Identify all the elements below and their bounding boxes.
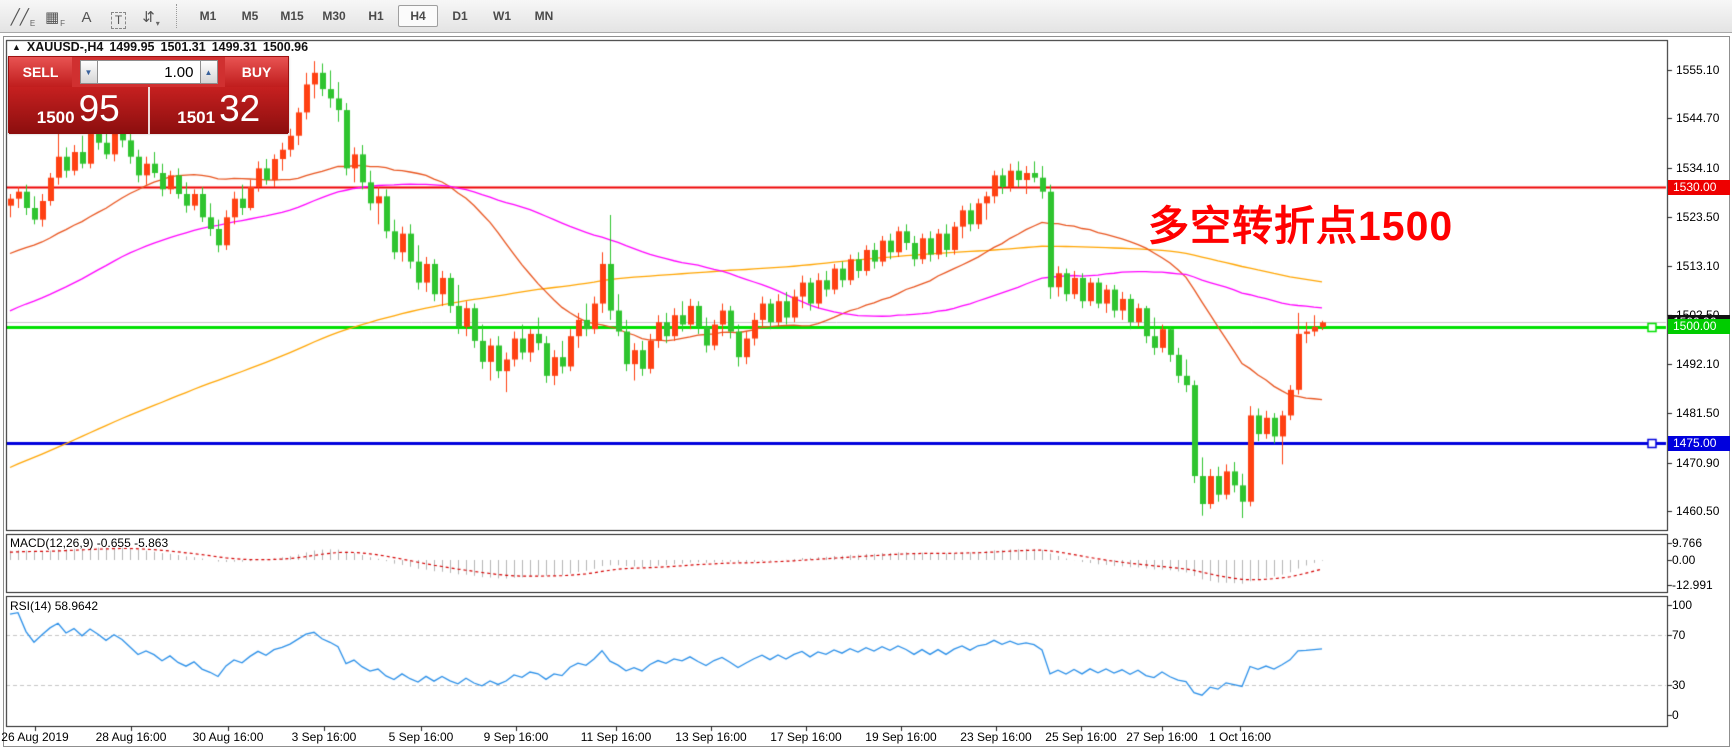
one-click-trade-panel: SELL ▼ ▲ BUY 1500 95 1501 32 xyxy=(8,56,289,134)
date-axis-label: 17 Sep 16:00 xyxy=(770,730,842,744)
macd-value: -0.655 xyxy=(96,536,131,550)
date-axis-label: 11 Sep 16:00 xyxy=(580,730,652,744)
price-axis-tick: 1460.50 xyxy=(1676,504,1720,519)
drawing-tools-group: ╱╱ E ▦ F A T ⇵ ▾ xyxy=(8,3,168,29)
timeframe-button-M5[interactable]: M5 xyxy=(241,9,259,23)
date-axis-label: 27 Sep 16:00 xyxy=(1126,730,1198,744)
date-axis-label: 30 Aug 16:00 xyxy=(192,730,264,744)
timeframe-button-M1[interactable]: M1 xyxy=(199,9,217,23)
price-line-badge: 1475.00 xyxy=(1668,435,1730,451)
date-axis-label: 5 Sep 16:00 xyxy=(388,730,454,744)
ohlc-low: 1499.31 xyxy=(211,40,257,54)
price-axis-tick: 1534.10 xyxy=(1676,160,1720,175)
fibonacci-grid-tool-icon[interactable]: ▦ F xyxy=(44,9,66,28)
price-line-badge: 1500.00 xyxy=(1668,319,1730,335)
equidistant-channel-tool-icon[interactable]: ╱╱ E xyxy=(10,9,36,28)
timeframe-button-MN[interactable]: MN xyxy=(534,9,554,23)
timeframe-button-M30[interactable]: M30 xyxy=(322,9,346,23)
date-axis-label: 25 Sep 16:00 xyxy=(1045,730,1117,744)
buy-button[interactable]: BUY xyxy=(225,57,288,87)
date-axis-label: 1 Oct 16:00 xyxy=(1208,730,1272,744)
arrows-tool-icon[interactable]: ⇵ ▾ xyxy=(142,9,160,28)
price-line-badge: 1530.00 xyxy=(1668,179,1730,195)
timeframe-buttons-group: M1 M5 M15 M30 H1 H4 D1 W1 MN xyxy=(188,5,566,27)
sell-price-cell[interactable]: 1500 95 xyxy=(9,87,148,134)
date-axis-label: 3 Sep 16:00 xyxy=(291,730,357,744)
sell-price-pips: 95 xyxy=(78,88,120,129)
timeframe-button-M15[interactable]: M15 xyxy=(280,9,304,23)
buy-price-pips: 32 xyxy=(219,88,261,129)
macd-axis-tick: 9.766 xyxy=(1672,536,1703,550)
macd-signal-value: -5.863 xyxy=(134,536,169,550)
price-axis-tick: 1470.90 xyxy=(1676,455,1720,470)
volume-decrease-button[interactable]: ▼ xyxy=(79,60,98,84)
timeframe-button-H1[interactable]: H1 xyxy=(368,9,384,23)
macd-indicator-label: MACD(12,26,9) -0.655 -5.863 xyxy=(10,536,169,550)
rsi-value: 58.9642 xyxy=(54,599,99,613)
macd-axis-tick: 0.00 xyxy=(1672,553,1696,567)
price-axis-tick: 1513.10 xyxy=(1676,258,1720,273)
timeframe-button-H4[interactable]: H4 xyxy=(398,5,438,27)
buy-price-cell[interactable]: 1501 32 xyxy=(149,87,288,134)
date-axis-label: 23 Sep 16:00 xyxy=(960,730,1032,744)
top-toolbar: ╱╱ E ▦ F A T ⇵ ▾ M1 M5 M15 M30 H1 H4 D1 W1 MN xyxy=(0,0,1732,33)
rsi-axis-tick: 70 xyxy=(1672,628,1686,642)
macd-axis-tick: -12.991 xyxy=(1672,578,1713,592)
collapse-triangle-icon[interactable]: ▲ xyxy=(12,42,21,52)
date-axis-label: 26 Aug 2019 xyxy=(1,730,69,744)
price-axis-tick: 1523.50 xyxy=(1676,210,1720,225)
rsi-axis-tick: 30 xyxy=(1672,678,1686,692)
price-axis-tick: 1481.50 xyxy=(1676,406,1720,421)
toolbar-separator xyxy=(176,4,178,28)
date-axis-label: 19 Sep 16:00 xyxy=(865,730,937,744)
date-axis-label: 9 Sep 16:00 xyxy=(483,730,549,744)
rsi-indicator-label: RSI(14) 58.9642 xyxy=(10,599,99,613)
price-axis-tick: 1555.10 xyxy=(1676,63,1720,77)
buy-price-base: 1501 xyxy=(177,108,216,127)
price-axis-tick: 1492.10 xyxy=(1676,356,1720,371)
price-axis-tick: 1544.70 xyxy=(1676,111,1720,126)
volume-input[interactable] xyxy=(97,60,200,84)
ohlc-high: 1501.31 xyxy=(160,40,206,54)
volume-increase-button[interactable]: ▲ xyxy=(199,60,218,84)
chart-title: ▲ XAUUSD-,H4 1499.95 1501.31 1499.31 150… xyxy=(12,40,308,54)
timeframe-button-D1[interactable]: D1 xyxy=(452,9,468,23)
ohlc-open: 1499.95 xyxy=(109,40,155,54)
text-box-tool-icon[interactable]: T xyxy=(104,3,134,29)
rsi-axis-tick: 0 xyxy=(1672,708,1679,722)
symbol-label: XAUUSD-,H4 xyxy=(26,40,104,54)
sell-price-base: 1500 xyxy=(36,108,75,127)
date-axis-label: 13 Sep 16:00 xyxy=(675,730,747,744)
date-axis-label: 28 Aug 16:00 xyxy=(95,730,167,744)
volume-group: ▼ ▲ xyxy=(72,57,225,87)
sell-button[interactable]: SELL xyxy=(9,57,72,87)
timeframe-button-W1[interactable]: W1 xyxy=(493,9,511,23)
rsi-axis-tick: 100 xyxy=(1672,598,1693,612)
ohlc-close: 1500.96 xyxy=(262,40,309,54)
text-label-tool-icon[interactable]: A xyxy=(81,9,92,26)
